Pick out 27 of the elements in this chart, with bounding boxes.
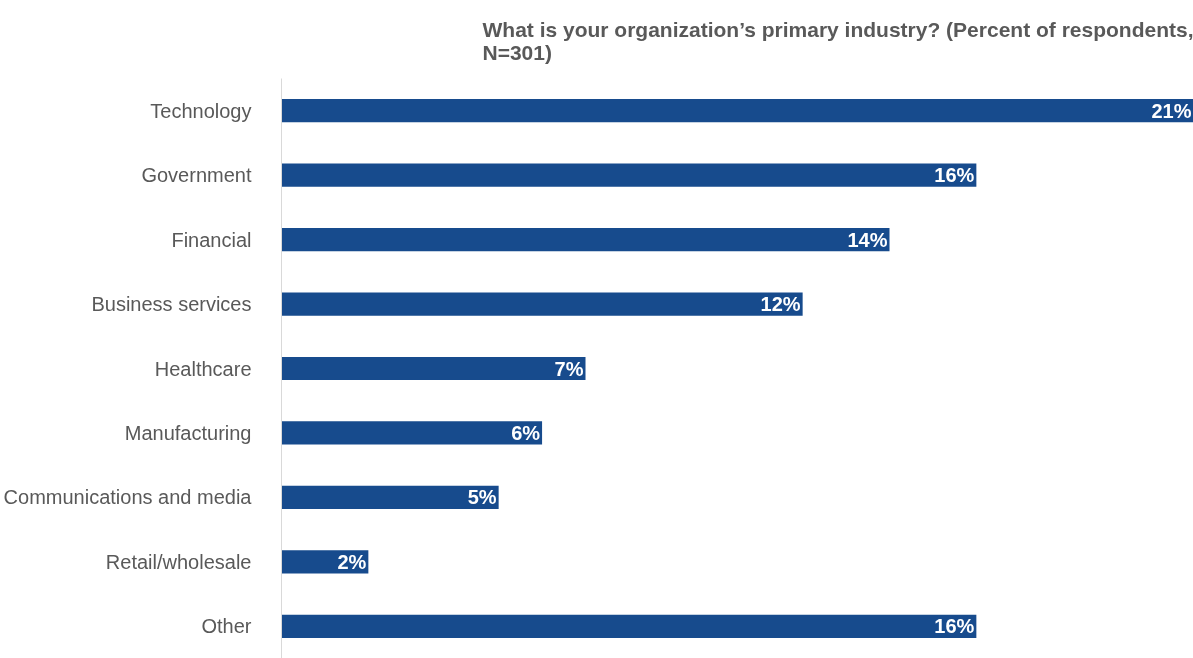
y-tick-label: Government — [141, 164, 252, 187]
bar — [281, 292, 803, 316]
bar — [281, 485, 499, 509]
y-tick-label: Communications and media — [3, 486, 253, 509]
y-tick-label: Financial — [171, 228, 252, 251]
data-label: 21% — [1151, 99, 1192, 122]
y-tick-label: Healthcare — [154, 357, 252, 380]
bar — [281, 99, 1193, 123]
data-label: 16% — [934, 164, 975, 187]
data-label: 6% — [511, 421, 541, 444]
data-label: 16% — [934, 615, 975, 638]
bar — [281, 614, 977, 638]
data-label: 12% — [760, 293, 801, 316]
y-tick-label: Other — [201, 615, 252, 638]
bar — [281, 228, 890, 252]
y-tick-label: Business services — [91, 293, 252, 316]
data-label: 5% — [467, 486, 497, 509]
data-label: 7% — [554, 357, 584, 380]
bar — [281, 163, 977, 187]
y-tick-label: Technology — [150, 99, 252, 122]
bar — [281, 421, 543, 445]
y-tick-label: Retail/wholesale — [105, 550, 252, 573]
data-label: 14% — [847, 228, 888, 251]
bar — [281, 356, 586, 381]
y-tick-label: Manufacturing — [124, 421, 252, 444]
chart-title: What is your organization’s primary industry? (Percent of respondents, N=301) — [482, 17, 1193, 64]
data-label: 2% — [337, 550, 367, 573]
